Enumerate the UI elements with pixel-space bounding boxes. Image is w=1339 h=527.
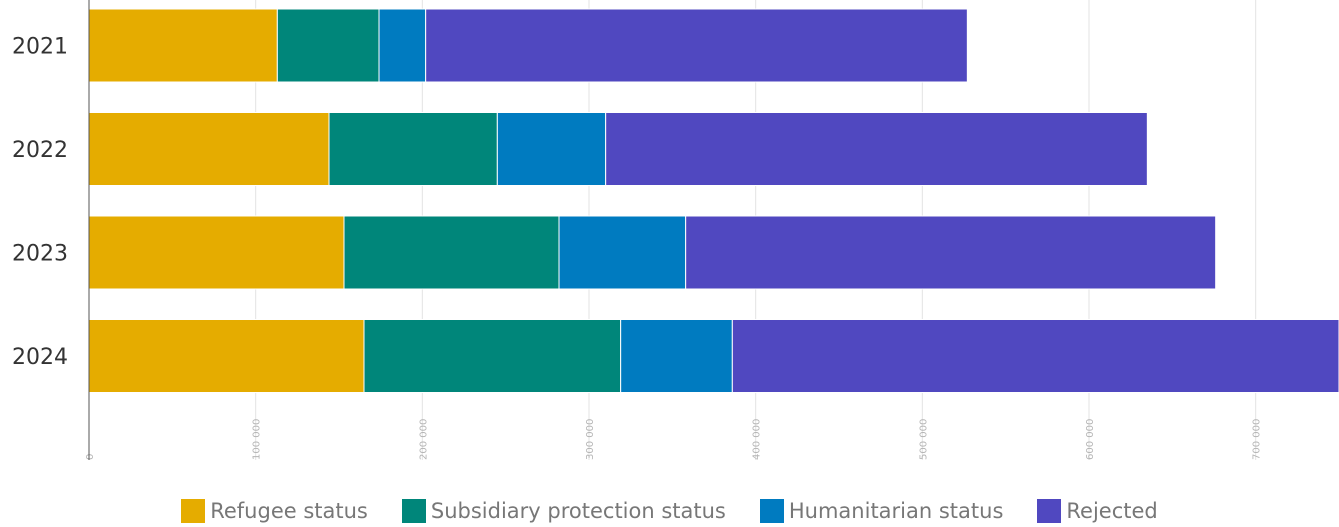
x-tick-label: 200 000 [418,419,429,460]
legend-swatch [1037,499,1062,523]
bar-segment [496,112,607,186]
x-tick-label: 100 000 [252,419,263,460]
x-tick-label: 400 000 [752,419,763,460]
legend: Refugee status Subsidiary protection stat… [0,496,1339,526]
x-tick-label: 300 000 [585,419,596,460]
legend-label: Subsidiary protection status [430,499,726,523]
legend-item: Subsidiary protection status [401,499,726,523]
y-axis-categories: 2021 2022 2023 2024 [12,35,68,371]
legend-swatch [759,499,784,523]
legend-item: Refugee status [181,499,368,523]
bar-segment [620,319,733,393]
bar-segment [605,112,1148,186]
bars [88,8,1339,393]
legend-label: Refugee status [210,499,368,523]
x-tick-label: 600 000 [1085,419,1096,460]
bar-segment [425,8,968,83]
legend-label: Humanitarian status [788,499,1004,523]
x-tick-label: 700 000 [1252,419,1263,460]
legend-item: Rejected [1037,499,1158,523]
bar-segment [88,319,365,393]
category-label: 2022 [12,138,68,163]
bar-segment [378,8,427,83]
x-tick-label: 0 [85,454,96,460]
bar-segment [328,112,498,186]
bar-segment [88,112,330,186]
bar-segment [88,215,345,290]
legend-label: Rejected [1066,499,1158,523]
legend-item: Humanitarian status [759,499,1004,523]
bar-segment [685,215,1217,290]
stacked-bar-chart: 0 100 000 200 000 300 000 400 000 500 000 600 … [12,0,1339,460]
bar-segment [88,8,278,83]
bar-segment [343,215,560,290]
legend-swatch [181,499,206,523]
x-axis-ticks: 0 100 000 200 000 300 000 400 000 500 000 600 … [85,419,1263,460]
bar-segment [363,319,622,393]
legend-swatch [401,499,426,523]
category-label: 2023 [12,242,68,267]
x-tick-label: 500 000 [918,419,929,460]
bar-segment [276,8,380,83]
category-label: 2024 [12,345,68,370]
category-label: 2021 [12,35,68,60]
bar-segment [558,215,687,290]
bar-segment [731,319,1339,393]
